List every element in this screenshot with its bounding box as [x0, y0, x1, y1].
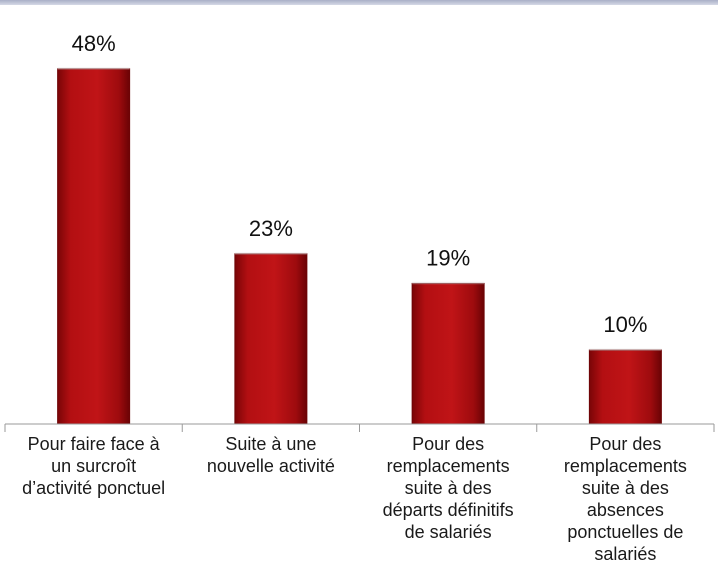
bar-cap-3: [412, 281, 485, 285]
data-label-2: 23%: [249, 216, 293, 241]
category-label-1: Pour faire face à un surcroît d’activité…: [22, 434, 166, 498]
bar-cap-1: [57, 66, 130, 70]
bar-1: [57, 68, 131, 425]
bar-cap-2: [234, 251, 307, 255]
data-label-1: 48%: [72, 31, 116, 56]
category-label-4: Pour des remplacements suite à des absen…: [563, 434, 687, 564]
data-label-3: 19%: [426, 245, 470, 270]
bar-3: [411, 282, 485, 425]
data-label-4: 10%: [603, 312, 647, 337]
category-label-2: Suite à une nouvelle activité: [206, 434, 335, 476]
bar-4: [588, 349, 662, 425]
top-border: [0, 0, 718, 5]
bar-2: [234, 253, 308, 425]
category-label-3: Pour des remplacements suite à des dépar…: [382, 434, 514, 542]
bar-cap-4: [589, 348, 662, 351]
